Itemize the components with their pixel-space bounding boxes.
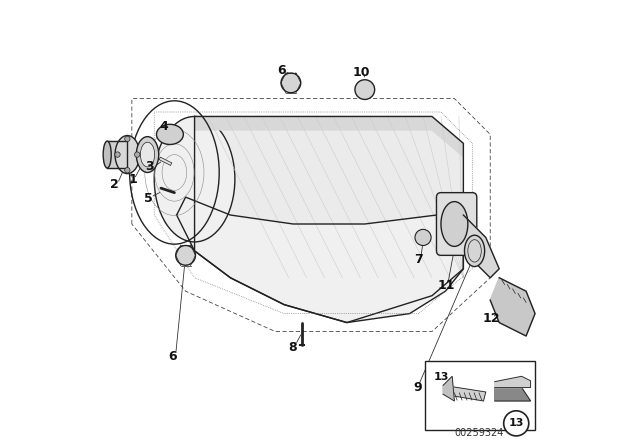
Text: 7: 7	[414, 253, 423, 267]
Circle shape	[115, 152, 120, 157]
Text: 3: 3	[145, 160, 154, 173]
Ellipse shape	[115, 135, 140, 174]
Text: 6: 6	[278, 64, 286, 78]
Text: 4: 4	[160, 120, 168, 133]
Text: 13: 13	[509, 418, 524, 428]
Text: 00259324: 00259324	[454, 428, 504, 438]
Ellipse shape	[154, 116, 235, 242]
Ellipse shape	[441, 202, 468, 246]
Text: 9: 9	[413, 381, 422, 394]
Polygon shape	[443, 376, 454, 401]
Circle shape	[125, 136, 130, 142]
Ellipse shape	[136, 137, 159, 172]
Polygon shape	[495, 388, 531, 401]
Polygon shape	[463, 215, 499, 278]
Text: 8: 8	[288, 340, 296, 354]
Ellipse shape	[103, 141, 111, 168]
Ellipse shape	[140, 142, 155, 167]
Ellipse shape	[465, 235, 484, 267]
Text: 2: 2	[111, 178, 119, 191]
Text: 6: 6	[169, 349, 177, 363]
Polygon shape	[490, 278, 535, 336]
Polygon shape	[195, 116, 463, 157]
Text: 11: 11	[438, 279, 455, 293]
Circle shape	[176, 246, 195, 265]
Polygon shape	[495, 376, 531, 388]
Circle shape	[134, 152, 140, 157]
Text: 13: 13	[433, 372, 449, 382]
Text: 1: 1	[129, 172, 138, 186]
Circle shape	[125, 168, 130, 173]
Circle shape	[504, 411, 529, 436]
Circle shape	[415, 229, 431, 246]
Polygon shape	[108, 141, 127, 168]
Polygon shape	[195, 116, 463, 323]
FancyBboxPatch shape	[436, 193, 477, 255]
Bar	[425, 361, 535, 430]
Circle shape	[355, 80, 374, 99]
Polygon shape	[177, 197, 463, 323]
Circle shape	[281, 73, 301, 93]
Text: 10: 10	[353, 66, 370, 79]
Ellipse shape	[157, 125, 184, 145]
Text: 5: 5	[145, 192, 153, 205]
Polygon shape	[443, 385, 486, 401]
Text: 12: 12	[483, 312, 500, 326]
